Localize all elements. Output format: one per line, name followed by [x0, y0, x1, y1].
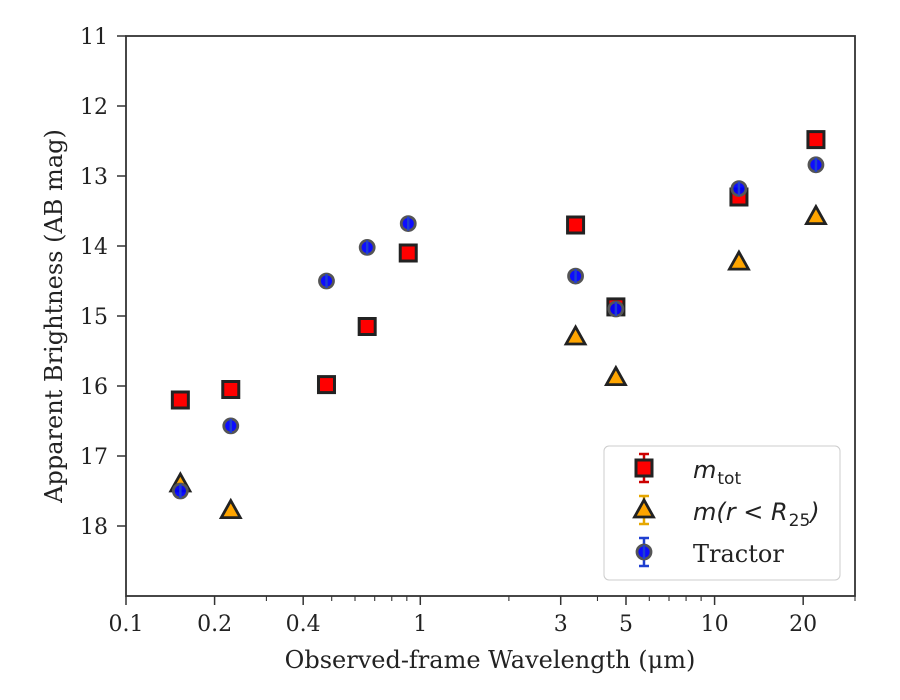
legend-symbol-circle [635, 543, 653, 561]
legend-marker-triangle [632, 494, 656, 526]
y-tick-label: 15 [80, 305, 108, 330]
data-point-triangle [604, 364, 628, 387]
data-point-circle [358, 238, 376, 256]
data-markers [168, 130, 828, 519]
legend-symbol-square [634, 458, 654, 478]
legend-marker-circle [635, 536, 653, 568]
data-point-circle [607, 300, 625, 318]
x-tick-label: 20 [789, 612, 817, 637]
y-tick-label: 14 [80, 235, 108, 260]
data-point-circle [171, 482, 189, 500]
x-tick-label: 0.4 [286, 612, 321, 637]
data-point-triangle [804, 203, 828, 226]
data-point-circle [222, 417, 240, 435]
x-tick-label: 1 [413, 612, 427, 637]
y-tick-label: 16 [80, 375, 108, 400]
x-tick-label: 5 [619, 612, 633, 637]
y-axis-label: Apparent Brightness (AB mag) [40, 129, 68, 504]
legend-label-tractor: Tractor [693, 540, 784, 568]
data-point-square [398, 243, 418, 263]
data-point-triangle [563, 324, 588, 346]
y-tick-label: 17 [80, 445, 108, 470]
legend-markers [632, 452, 656, 568]
y-tick-label: 13 [80, 165, 108, 190]
legend: mtot m(r < R25) Tractor [603, 445, 841, 581]
data-point-circle [318, 272, 335, 290]
series-circle [171, 156, 825, 500]
legend-box [603, 445, 841, 581]
data-point-circle [730, 180, 748, 198]
data-point-square [357, 317, 377, 336]
data-point-circle [807, 156, 825, 174]
x-tick-label: 0.2 [197, 612, 232, 637]
data-point-triangle [727, 249, 751, 271]
plot-frame [125, 35, 856, 597]
data-point-square [170, 390, 190, 410]
x-tick-label: 3 [554, 612, 568, 637]
data-point-square [806, 130, 826, 150]
y-tick-label: 11 [80, 25, 108, 50]
data-point-triangle [218, 497, 243, 519]
data-point-circle [567, 267, 584, 285]
x-tick-label: 10 [701, 612, 729, 637]
x-tick-label: 0.1 [109, 612, 144, 637]
data-point-square [316, 375, 336, 395]
x-axis-label: Observed-frame Wavelength (μm) [285, 646, 696, 674]
data-point-square [221, 380, 241, 399]
legend-symbol-triangle [632, 497, 656, 519]
legend-marker-square [634, 452, 654, 484]
y-tick-label: 18 [80, 515, 108, 540]
data-point-circle [399, 215, 417, 233]
data-point-square [566, 215, 586, 235]
y-tick-label: 12 [80, 95, 108, 120]
